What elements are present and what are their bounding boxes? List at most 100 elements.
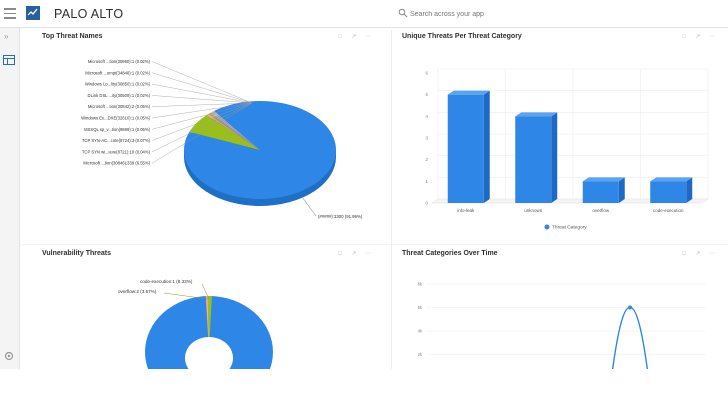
- panel-title: Threat Categories Over Time: [402, 250, 498, 257]
- bar-top: [582, 177, 625, 182]
- comment-icon[interactable]: □: [338, 34, 342, 40]
- data-point: [628, 305, 632, 310]
- comment-icon[interactable]: □: [682, 251, 686, 257]
- x-tick-label: unknown: [524, 208, 543, 213]
- y-tick-label: 2k: [418, 352, 423, 357]
- donut-leader-line: [163, 292, 209, 300]
- panel-title: Top Threat Names: [42, 33, 103, 40]
- panel-tools: □ ↗ ⋯: [336, 33, 372, 41]
- pie-label: Windows Ex...DXE(32610):1 (0.05%): [81, 116, 150, 121]
- gear-icon[interactable]: [3, 350, 15, 362]
- bar: [447, 94, 484, 203]
- donut-label: overflow:2 (3.67%): [118, 289, 157, 294]
- y-tick-label: 4k: [418, 329, 423, 334]
- pie-leader-line: [301, 196, 317, 217]
- pie-leader-line: [151, 102, 253, 119]
- pie-leader-line: [151, 102, 253, 164]
- x-tick-label: info-leak: [457, 208, 475, 213]
- pie-label: MSSQL sp_v...tion(9889):1 (0.05%): [84, 127, 150, 132]
- search-icon: [398, 8, 408, 18]
- bar-top: [447, 90, 490, 95]
- table-icon[interactable]: [3, 55, 15, 65]
- pie-label: (#####):3300 (91.99%): [318, 214, 363, 219]
- bar-side: [551, 112, 558, 203]
- x-tick-label: code-execution: [653, 208, 684, 213]
- chevron-right-icon[interactable]: »: [4, 32, 9, 41]
- search-bar[interactable]: [398, 6, 718, 22]
- pie-label: Microsoft ...tion(30842):2 (0.05%): [88, 104, 151, 109]
- panel-title: Unique Threats Per Threat Category: [402, 33, 522, 40]
- panel-divider-horizontal: [20, 244, 728, 245]
- pie-slice: [211, 111, 260, 150]
- bar-top: [650, 177, 693, 182]
- more-icon[interactable]: ⋯: [365, 34, 371, 40]
- y-tick-label: 0: [425, 201, 428, 206]
- pie-label: Windows Lo...lity(30850):1 (0.02%): [85, 82, 151, 87]
- sidebar: »: [0, 28, 20, 369]
- vulnerability-threats-donut: code-execution:1 (8.33%) overflow:2 (3.67…: [118, 279, 273, 370]
- page-bottom: [0, 369, 728, 404]
- bar: [515, 116, 552, 203]
- share-icon[interactable]: ↗: [695, 34, 701, 40]
- pie-label: DLink DSL ...ity(30509):1 (0.02%): [88, 93, 151, 98]
- panel-title: Vulnerability Threats: [42, 250, 111, 257]
- search-input[interactable]: [410, 6, 710, 22]
- pie-leader-line: [151, 61, 253, 104]
- panel-categories-over-time: Threat Categories Over Time □ ↗ ⋯ 2k 4k 6k…: [402, 250, 716, 370]
- more-icon[interactable]: ⋯: [709, 34, 715, 40]
- pie-leader-line: [151, 72, 253, 104]
- y-tick-label: 5: [425, 92, 428, 97]
- pie-slice: [209, 112, 260, 150]
- comment-icon[interactable]: □: [682, 34, 686, 40]
- y-tick-label: 2: [425, 157, 428, 162]
- pie-slice: [213, 110, 260, 150]
- donut-label: code-execution:1 (8.33%): [140, 279, 193, 284]
- legend-label: Threat Category: [552, 225, 587, 231]
- x-tick-label: overflow: [592, 208, 610, 213]
- bar: [582, 181, 619, 203]
- pie-slice: [210, 112, 260, 150]
- unique-threats-bar-chart: 0 1 2 3 4 5 6 info-leak unknown overflow code-exec…: [425, 68, 709, 231]
- panel-tools: □ ↗ ⋯: [680, 33, 716, 41]
- legend-marker: [544, 224, 550, 230]
- more-icon[interactable]: ⋯: [365, 251, 371, 257]
- comment-icon[interactable]: □: [338, 251, 342, 257]
- y-tick-label: 6: [425, 71, 428, 76]
- pie-label: TCP SYN wi...ieve(8721):10 (0.04%): [82, 149, 151, 154]
- pie-leader-line: [151, 102, 253, 153]
- panel-top-threat-names: Top Threat Names □ ↗ ⋯ (#####):3300 (91.…: [42, 33, 378, 243]
- panel-tools: □ ↗ ⋯: [680, 250, 716, 258]
- panel-unique-threats: Unique Threats Per Threat Category □ ↗ ⋯…: [402, 33, 716, 243]
- y-tick-label: 8k: [418, 282, 423, 287]
- pie-leader-line: [151, 102, 253, 141]
- pie-slice: [208, 113, 260, 150]
- bar-top: [515, 112, 558, 117]
- categories-over-time-line-chart: 2k 4k 6k 8k: [418, 282, 706, 370]
- bar-side: [618, 177, 625, 203]
- pie-leader-line: [151, 95, 253, 104]
- palo-alto-logo: [26, 6, 40, 20]
- app-title: PALO ALTO: [54, 7, 124, 21]
- pie-slice: [206, 114, 260, 150]
- pie-label: Microsoft ...ompt(34848):1 (0.02%): [85, 70, 150, 75]
- pie-leader-line: [151, 102, 253, 130]
- more-icon[interactable]: ⋯: [709, 251, 715, 257]
- top-threat-names-pie: (#####):3300 (91.99%) Microsoft ...tion(3…: [81, 59, 363, 219]
- share-icon[interactable]: ↗: [351, 251, 357, 257]
- panel-tools: □ ↗ ⋯: [336, 250, 372, 258]
- y-tick-label: 4: [425, 114, 428, 119]
- share-icon[interactable]: ↗: [351, 34, 357, 40]
- panel-vulnerability-threats: Vulnerability Threats □ ↗ ⋯ code-executi…: [42, 250, 378, 370]
- pie-label: Microsoft ...tion(30860):1 (0.02%): [88, 59, 151, 64]
- pie-slice: [208, 113, 260, 150]
- bar: [650, 181, 687, 203]
- y-tick-label: 1: [425, 179, 428, 184]
- hamburger-icon[interactable]: [4, 8, 16, 19]
- donut-leader-line: [201, 283, 210, 300]
- series-line: [611, 306, 649, 370]
- pie-slice: [184, 101, 336, 199]
- y-tick-label: 6k: [418, 305, 423, 310]
- pie-slice: [212, 111, 260, 150]
- share-icon[interactable]: ↗: [695, 251, 701, 257]
- y-tick-label: 3: [425, 136, 428, 141]
